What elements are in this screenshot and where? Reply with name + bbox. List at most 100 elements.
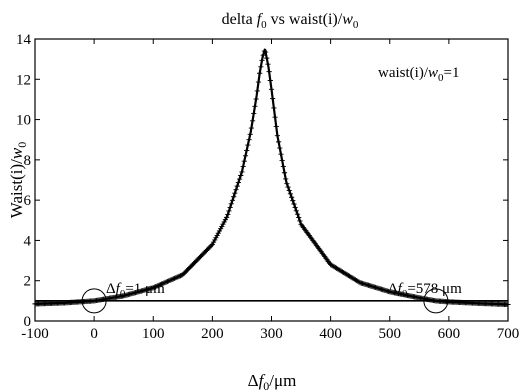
series-marker <box>215 230 221 236</box>
series-marker <box>184 267 191 273</box>
series-marker <box>174 274 180 280</box>
series-marker <box>297 218 303 224</box>
series-marker <box>200 251 206 257</box>
series-marker <box>190 261 197 267</box>
series-marker <box>236 176 243 182</box>
annotation-waist-equals-one: waist(i)/w0=1 <box>378 65 459 84</box>
x-tick-label: 400 <box>319 326 342 342</box>
series-marker <box>189 262 195 268</box>
series-marker <box>216 228 223 234</box>
series-marker <box>181 270 187 277</box>
series-marker <box>244 147 250 154</box>
series-marker <box>167 277 173 284</box>
series-marker <box>223 214 230 220</box>
y-tick-label: 0 <box>24 314 32 330</box>
series-marker <box>199 252 205 258</box>
series-marker <box>187 264 193 271</box>
y-tick-label: 6 <box>24 193 32 209</box>
series-marker <box>210 239 217 245</box>
series-marker <box>156 282 162 288</box>
series-marker <box>290 198 296 204</box>
series-marker <box>192 259 198 266</box>
series-marker <box>257 70 263 76</box>
annotation-delta-f0-578um: Δf0=578 μm <box>388 281 462 300</box>
annotation-delta-f0-1um: Δf0=1 μm <box>106 281 165 300</box>
series-marker <box>214 232 220 239</box>
x-tick-label: 100 <box>142 326 165 342</box>
series-marker <box>202 249 208 255</box>
series-marker <box>196 255 202 261</box>
series-marker <box>221 219 227 225</box>
series-marker <box>234 183 240 189</box>
annotation-layer <box>81 288 449 314</box>
series-marker <box>296 214 302 221</box>
series-marker <box>277 145 283 151</box>
series-marker <box>150 285 156 291</box>
series-marker <box>205 246 211 252</box>
series-marker <box>180 272 186 278</box>
x-tick-label: 300 <box>260 326 283 342</box>
series-marker <box>173 275 179 281</box>
y-tick-label: 4 <box>24 233 32 249</box>
series-marker <box>356 279 362 285</box>
series-marker <box>274 133 281 139</box>
series-marker <box>209 241 215 248</box>
series-marker <box>292 204 298 210</box>
series-marker <box>161 280 167 286</box>
intersection-circle <box>81 288 107 314</box>
series-marker <box>505 301 511 308</box>
y-axis-label: Waist(i)/w0 <box>7 142 29 218</box>
series-marker <box>271 105 277 111</box>
series-marker <box>248 125 254 131</box>
series-marker <box>283 176 289 182</box>
series-marker <box>258 64 264 70</box>
y-tick-label: 12 <box>16 72 31 88</box>
series-layer <box>32 48 511 308</box>
x-tick-label: 0 <box>90 326 98 342</box>
series-marker <box>222 217 228 223</box>
series-marker <box>279 157 285 163</box>
x-tick-label: 500 <box>379 326 402 342</box>
series-marker <box>253 96 259 102</box>
series-marker <box>169 276 175 282</box>
series-marker <box>186 266 192 272</box>
series-marker <box>212 237 218 243</box>
series-marker <box>175 274 181 280</box>
series-marker <box>213 235 219 241</box>
x-tick-label: -100 <box>21 326 49 342</box>
series-marker <box>270 96 276 102</box>
series-marker <box>225 211 231 218</box>
series-marker <box>166 278 172 284</box>
series-marker <box>154 283 160 289</box>
series-marker <box>163 279 169 285</box>
y-tick-label: 2 <box>24 274 32 290</box>
series-marker <box>238 172 244 179</box>
series-marker <box>293 208 299 214</box>
series-marker <box>265 61 271 67</box>
series-marker <box>218 226 224 232</box>
series-marker <box>227 204 233 210</box>
series-marker <box>203 247 210 254</box>
series-marker <box>233 187 239 193</box>
series-marker <box>176 273 182 279</box>
series-marker <box>188 263 194 269</box>
series-marker <box>193 258 199 264</box>
series-marker <box>266 69 272 75</box>
chart-title: delta f0 vs waist(i)/w0 <box>222 11 359 31</box>
x-tick-label: 200 <box>201 326 224 342</box>
series-marker <box>195 256 201 262</box>
series-marker <box>286 187 292 194</box>
series-marker <box>287 191 294 197</box>
series-marker <box>194 257 200 263</box>
series-marker <box>280 163 286 170</box>
series-marker <box>275 139 282 145</box>
series-marker <box>245 142 251 148</box>
series-marker <box>220 221 226 227</box>
series-marker <box>264 55 270 61</box>
series-marker <box>197 253 204 260</box>
series-marker <box>284 181 290 187</box>
y-tick-label: 14 <box>16 32 32 48</box>
series-marker <box>168 277 174 283</box>
series-marker <box>239 169 245 175</box>
